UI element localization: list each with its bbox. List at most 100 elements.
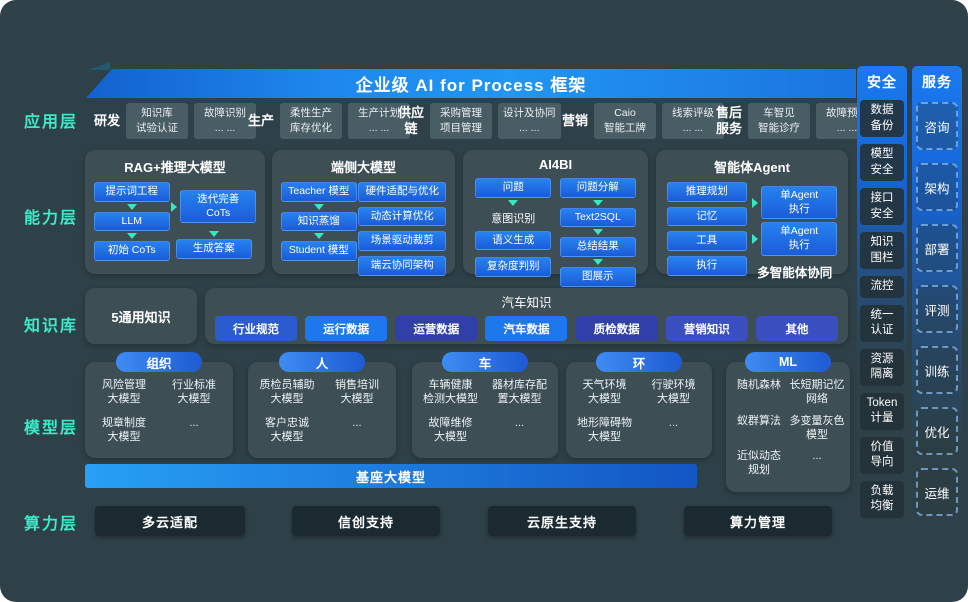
model-cell-ellipsis: ... <box>812 450 822 463</box>
flow-node: 生成答案 <box>175 239 252 259</box>
model-cell: 地形障碍物 大模型 <box>577 416 632 443</box>
model-cell: 销售培训 大模型 <box>335 379 379 406</box>
app-group-supply-chain: 供应 链 采购管理 项目管理 设计及协同 ... ... <box>398 99 561 143</box>
flow-arrow-down-icon <box>592 229 603 236</box>
service-item: 优化 <box>916 407 958 455</box>
flow-node: LLM <box>93 211 170 232</box>
panel-agent: 智能体Agent 推理规划 记忆 工具 执行 单Agent 执行 单Agent … <box>656 150 848 280</box>
security-column: 安全 数据 备份 模型 安全 接口 安全 知识 围栏 流控 统一 认证 资源 隔… <box>857 66 907 554</box>
flow-node: 总结结果 <box>559 237 636 257</box>
layer-label-app: 应用层 <box>24 114 79 131</box>
model-group-pill: ML <box>745 352 831 372</box>
panel-title: 智能体Agent <box>714 160 790 175</box>
flow-arrow-down-icon <box>126 233 137 240</box>
app-group-rd: 研发 知识库 试验认证 故障识别 ... ... <box>94 99 257 143</box>
flow-arrow-down-icon <box>313 233 324 240</box>
agent-part: 工具 <box>666 231 747 251</box>
flow-node: 语义生成 <box>475 230 552 251</box>
app-group-production: 生产 柔性生产 库存优化 生产计划 ... ... <box>248 99 411 143</box>
model-cell: 行业标准 大模型 <box>172 379 216 406</box>
model-cell: 质检员辅助 大模型 <box>259 379 315 406</box>
flow-node: 知识蒸馏 <box>280 211 357 232</box>
flow-arrow-down-icon <box>313 203 324 210</box>
flow-node: Teacher 模型 <box>280 182 357 202</box>
knowledge-pill: 其他 <box>755 316 838 341</box>
model-group-ml: ML 随机森林 长短期记忆 网络 蚁群算法 多变量灰色 模型 近似动态 规划 .… <box>726 352 850 492</box>
knowledge-pill: 营销知识 <box>665 316 748 341</box>
knowledge-pill: 运行数据 <box>305 316 388 341</box>
ribbon-fold-decoration <box>88 62 110 70</box>
model-cell-ellipsis: ... <box>352 416 362 429</box>
list-item: 端云协同架构 <box>358 255 447 276</box>
security-item: 知识 围栏 <box>860 232 904 270</box>
security-item: 模型 安全 <box>860 144 904 182</box>
knowledge-pill: 汽车数据 <box>485 316 568 341</box>
agent-caption: 多智能体协同 <box>757 265 833 280</box>
panel-title: RAG+推理大模型 <box>124 160 226 175</box>
service-item: 架构 <box>916 163 958 211</box>
security-item: 资源 隔离 <box>860 348 904 386</box>
model-cell: 车辆健康 检测大模型 <box>423 379 478 406</box>
model-cell: 故障维修 大模型 <box>428 416 473 443</box>
compute-item: 云原生支持 <box>488 506 636 536</box>
flow-node: Text2SQL <box>559 207 636 228</box>
flow-arrow-down-icon <box>592 258 603 265</box>
header-banner: 企业级 AI for Process 框架 <box>86 69 856 98</box>
service-item: 咨询 <box>916 102 958 150</box>
model-group-pill: 车 <box>442 352 528 372</box>
model-cell-ellipsis: ... <box>514 416 525 429</box>
model-cell-ellipsis: ... <box>668 416 679 429</box>
list-item: 场景驱动裁剪 <box>358 231 447 251</box>
app-item: 线索评级 ... ... <box>662 102 725 140</box>
flow-arrow-down-icon <box>208 231 219 238</box>
model-group-vehicle: 车 车辆健康 检测大模型 器材库存配 置大模型 故障维修 大模型 ... <box>412 352 558 458</box>
knowledge-pill: 运营数据 <box>395 316 478 341</box>
agent-part: 执行 <box>666 255 747 276</box>
app-item: 故障识别 ... ... <box>194 102 257 140</box>
model-cell: 器材库存配 置大模型 <box>492 379 547 406</box>
app-group-label: 供应 链 <box>398 104 425 136</box>
security-column-title: 安全 <box>867 74 897 90</box>
knowledge-pill: 质检数据 <box>575 316 658 341</box>
app-item: 柔性生产 库存优化 <box>280 102 343 140</box>
model-cell: 近似动态 规划 <box>737 450 781 477</box>
layer-label-knowledge: 知识库 <box>24 318 79 335</box>
model-cell: 客户忠诚 大模型 <box>265 416 309 443</box>
security-item: Token 计量 <box>860 392 904 430</box>
agent-part: 推理规划 <box>666 182 747 202</box>
flow-node: Student 模型 <box>280 241 357 261</box>
model-group-people: 人 质检员辅助 大模型 销售培训 大模型 客户忠诚 大模型 ... <box>248 352 396 458</box>
panel-ai4bi: AI4BI 问题 意图识别 语义生成 复杂度判别 问题分解 Text2SQL 总… <box>463 150 648 287</box>
flow-arrow-right-icon <box>752 197 759 208</box>
flow-arrow-down-icon <box>126 203 137 210</box>
service-item: 运维 <box>916 468 958 516</box>
app-group-label: 生产 <box>248 112 275 128</box>
layer-label-compute: 算力层 <box>24 516 79 533</box>
knowledge-pill-row: 行业规范 运行数据 运营数据 汽车数据 质检数据 营销知识 其他 <box>205 311 848 341</box>
panel-rag: RAG+推理大模型 提示词工程 LLM 初始 CoTs 迭代完善 CoTs 生成… <box>85 150 265 274</box>
knowledge-general-box: 5通用知识 <box>85 288 197 344</box>
flow-node: 迭代完善 CoTs <box>180 190 257 224</box>
app-group-label: 售后 服务 <box>716 104 743 136</box>
service-column-title: 服务 <box>922 74 952 90</box>
flow-arrow-down-icon <box>508 199 519 206</box>
flow-arrow-down-icon <box>592 199 603 206</box>
app-group-after-sales: 售后 服务 车智见 智能诊疗 故障预警 ... ... <box>716 99 879 143</box>
model-group-pill: 组织 <box>116 352 202 372</box>
model-group-organization: 组织 风险管理 大模型 行业标准 大模型 规章制度 大模型 ... <box>85 352 233 458</box>
model-cell-ellipsis: ... <box>189 416 199 429</box>
app-group-label: 研发 <box>94 112 121 128</box>
flow-node: 提示词工程 <box>93 182 170 202</box>
flow-node: 问题分解 <box>559 178 636 198</box>
app-group-label: 营销 <box>562 112 589 128</box>
knowledge-domain-panel: 汽车知识 行业规范 运行数据 运营数据 汽车数据 质检数据 营销知识 其他 <box>205 288 848 344</box>
model-group-pill: 人 <box>279 352 365 372</box>
panel-edge-model: 端侧大模型 Teacher 模型 知识蒸馏 Student 模型 硬件适配与优化… <box>272 150 455 276</box>
model-cell: 随机森林 <box>737 379 781 391</box>
model-cell: 风险管理 大模型 <box>102 379 146 406</box>
model-cell: 长短期记忆 网络 <box>789 379 845 406</box>
base-model-bar: 基座大模型 <box>85 464 697 488</box>
app-item: 设计及协同 ... ... <box>498 102 561 140</box>
security-item: 负载 均衡 <box>860 480 904 518</box>
